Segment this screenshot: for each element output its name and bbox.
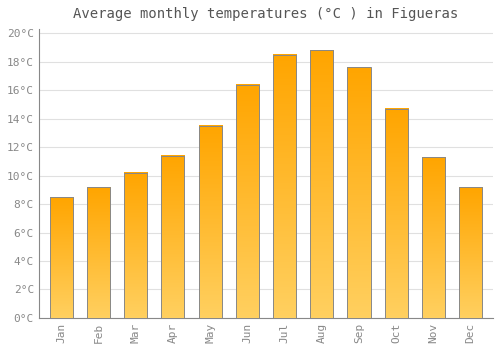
- Bar: [459, 187, 482, 318]
- Bar: [87, 187, 110, 318]
- Title: Average monthly temperatures (°C ) in Figueras: Average monthly temperatures (°C ) in Fi…: [74, 7, 458, 21]
- Bar: [50, 197, 72, 318]
- Bar: [422, 157, 445, 318]
- Bar: [310, 50, 334, 318]
- Bar: [236, 85, 259, 318]
- Bar: [384, 109, 408, 318]
- Bar: [273, 55, 296, 318]
- Bar: [124, 173, 147, 318]
- Bar: [162, 156, 184, 318]
- Bar: [348, 68, 370, 318]
- Bar: [198, 126, 222, 318]
